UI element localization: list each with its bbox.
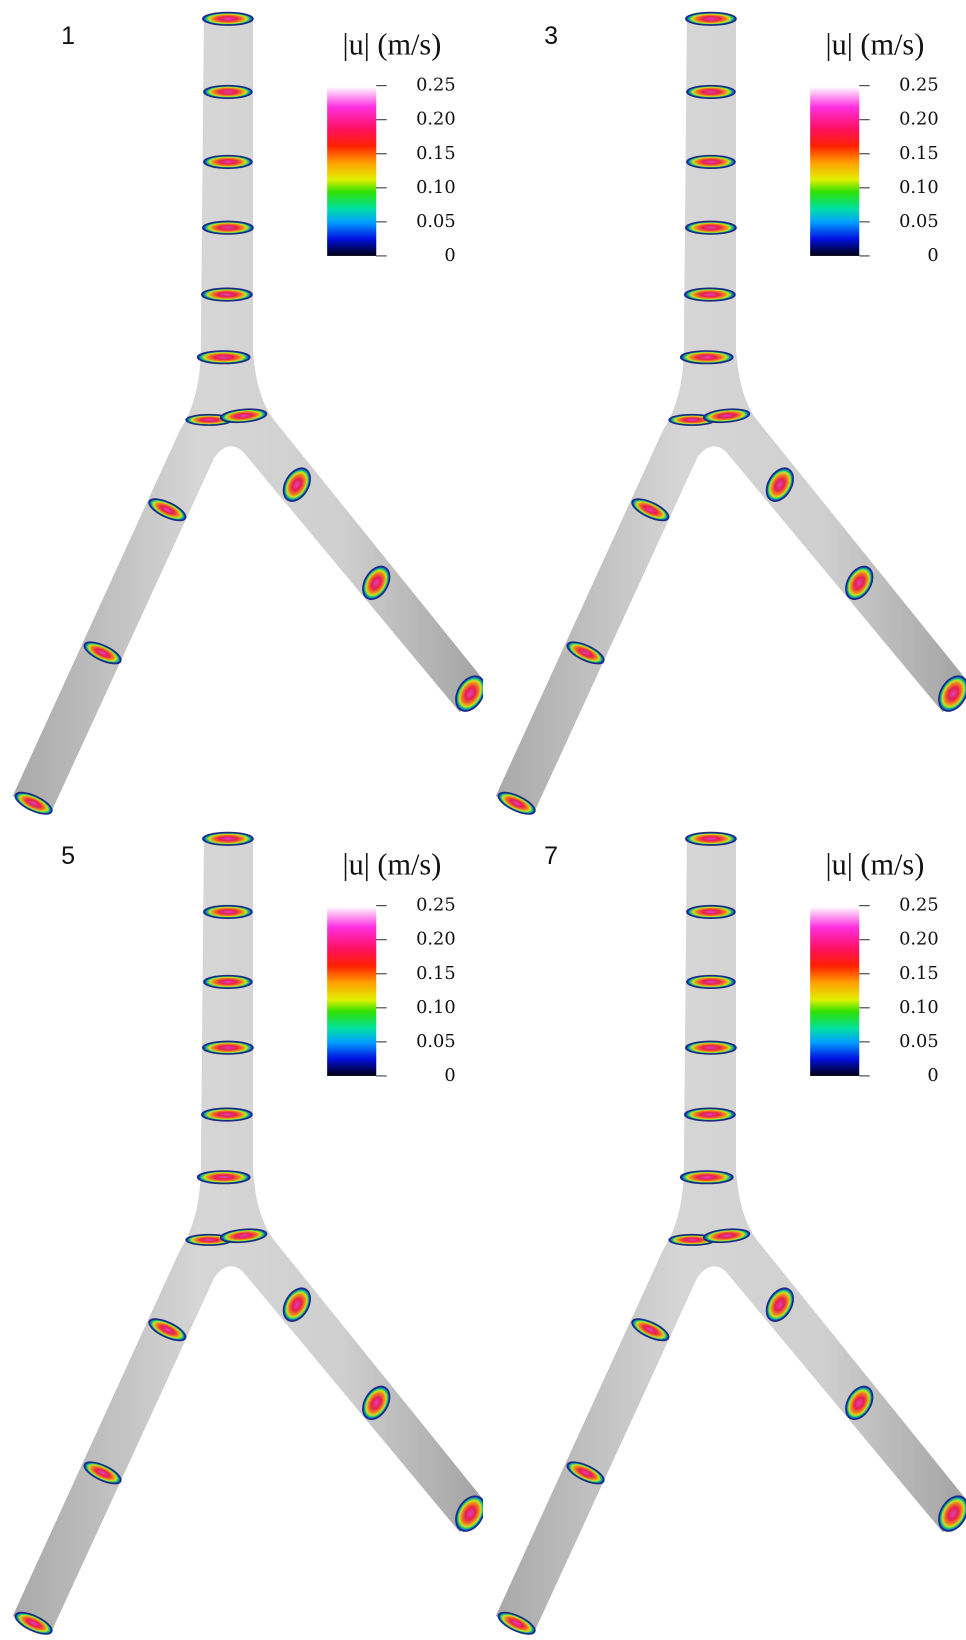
panel-graphic: 1 |u| (m/s) 0.25 0.20 0.15 0.10 0.05 0 — [0, 0, 483, 820]
colorbar-tick-label: 0.25 — [416, 896, 456, 916]
panel: 5 |u| (m/s) 0.25 0.20 0.15 0.10 0.05 0 — [0, 820, 483, 1640]
panel: 7 |u| (m/s) 0.25 0.20 0.15 0.10 0.05 0 — [483, 820, 966, 1640]
colorbar-tick-label: 0.20 — [899, 930, 939, 950]
colorbar-tick-label: 0.05 — [416, 1032, 456, 1052]
colorbar-tick-label: 0 — [444, 1066, 455, 1086]
cross-section — [203, 833, 253, 846]
cross-section — [202, 288, 252, 301]
colorbar-tick-label: 0.20 — [416, 930, 456, 950]
cross-section — [685, 288, 735, 301]
panel: 3 |u| (m/s) 0.25 0.20 0.15 0.10 0.05 0 — [483, 0, 966, 820]
panel-label: 7 — [544, 842, 558, 870]
colorbar-tick-label: 0.15 — [899, 144, 939, 164]
colorbar-tick-label: 0.10 — [416, 998, 456, 1018]
cross-section — [686, 833, 736, 846]
colorbar-tick-label: 0.10 — [899, 178, 939, 198]
colorbar-tick-label: 0.20 — [899, 110, 939, 130]
colorbar-tick-label: 0.15 — [416, 144, 456, 164]
colorbar-tick-label: 0.25 — [899, 76, 939, 96]
colorbar-title: |u| (m/s) — [826, 847, 925, 881]
cross-section — [204, 156, 252, 169]
cross-section — [681, 1171, 733, 1184]
colorbar — [327, 87, 376, 256]
cross-section — [203, 1041, 253, 1054]
colorbar-tick-label: 0.25 — [416, 76, 456, 96]
colorbar-tick-label: 0.20 — [416, 110, 456, 130]
cross-section — [687, 86, 735, 99]
cross-section — [198, 1171, 250, 1184]
colorbar-tick-label: 0.10 — [416, 178, 456, 198]
colorbar — [327, 907, 376, 1076]
colorbar-title: |u| (m/s) — [343, 847, 442, 881]
panel-graphic: 5 |u| (m/s) 0.25 0.20 0.15 0.10 0.05 0 — [0, 820, 483, 1640]
cross-section — [685, 1108, 735, 1121]
cross-section — [203, 221, 253, 234]
colorbar-tick-label: 0 — [927, 246, 938, 266]
cross-section — [686, 221, 736, 234]
colorbar-title: |u| (m/s) — [826, 27, 925, 61]
colorbar-tick-label: 0.05 — [899, 1032, 939, 1052]
cross-section — [204, 976, 252, 989]
colorbar-tick-label: 0 — [927, 1066, 938, 1086]
panel-label: 5 — [61, 842, 75, 870]
cross-section — [204, 906, 252, 919]
cross-section — [687, 906, 735, 919]
panel-graphic: 3 |u| (m/s) 0.25 0.20 0.15 0.10 0.05 0 — [483, 0, 966, 820]
cross-section — [686, 1041, 736, 1054]
colorbar — [810, 87, 859, 256]
cross-section — [202, 1108, 252, 1121]
cross-section — [687, 976, 735, 989]
colorbar-tick-label: 0.05 — [899, 212, 939, 232]
panel: 1 |u| (m/s) 0.25 0.20 0.15 0.10 0.05 0 — [0, 0, 483, 820]
colorbar-tick-label: 0.10 — [899, 998, 939, 1018]
colorbar-tick-label: 0 — [444, 246, 455, 266]
panel-label: 3 — [544, 22, 558, 50]
cross-section — [686, 13, 736, 26]
cross-section — [204, 86, 252, 99]
cross-section — [198, 351, 250, 364]
colorbar-tick-label: 0.05 — [416, 212, 456, 232]
panel-graphic: 7 |u| (m/s) 0.25 0.20 0.15 0.10 0.05 0 — [483, 820, 966, 1640]
cross-section — [681, 351, 733, 364]
panel-label: 1 — [61, 22, 75, 50]
colorbar-tick-label: 0.15 — [899, 964, 939, 984]
colorbar-tick-label: 0.15 — [416, 964, 456, 984]
figure: 1 |u| (m/s) 0.25 0.20 0.15 0.10 0.05 0 3 |u| (m/s… — [0, 0, 966, 1640]
colorbar-title: |u| (m/s) — [343, 27, 442, 61]
cross-section — [687, 156, 735, 169]
colorbar-tick-label: 0.25 — [899, 896, 939, 916]
colorbar — [810, 907, 859, 1076]
cross-section — [203, 13, 253, 26]
